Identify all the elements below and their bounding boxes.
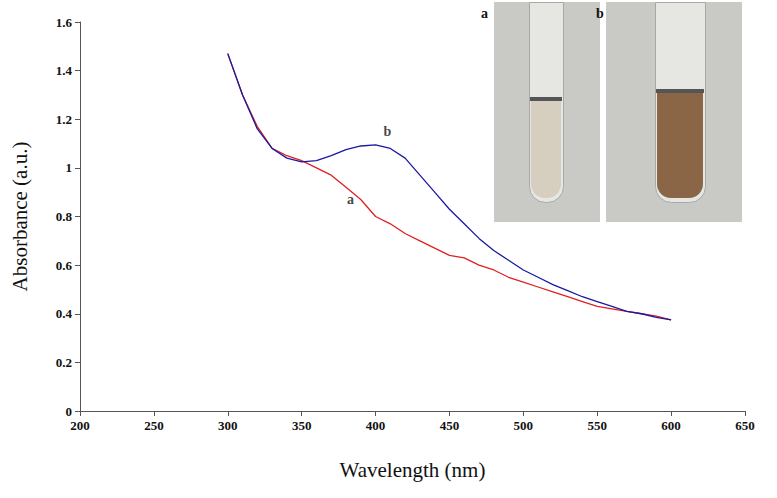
svg-text:b: b: [383, 124, 391, 139]
svg-text:a: a: [481, 6, 488, 21]
svg-text:650: 650: [735, 418, 755, 433]
svg-text:350: 350: [292, 418, 312, 433]
svg-text:1.4: 1.4: [56, 63, 73, 78]
svg-text:1.6: 1.6: [56, 15, 73, 30]
svg-text:300: 300: [218, 418, 238, 433]
svg-text:1.2: 1.2: [56, 112, 72, 127]
svg-text:0: 0: [66, 404, 73, 419]
svg-text:400: 400: [366, 418, 386, 433]
svg-text:0.8: 0.8: [56, 209, 73, 224]
svg-text:500: 500: [514, 418, 534, 433]
svg-text:250: 250: [144, 418, 164, 433]
svg-text:Absorbance (a.u.): Absorbance (a.u.): [8, 142, 32, 292]
svg-text:0.6: 0.6: [56, 258, 73, 273]
svg-text:0.2: 0.2: [56, 355, 72, 370]
svg-text:Wavelength (nm): Wavelength (nm): [340, 458, 486, 482]
svg-text:b: b: [596, 6, 604, 21]
svg-text:0.4: 0.4: [56, 306, 73, 321]
svg-text:200: 200: [70, 418, 90, 433]
svg-text:550: 550: [587, 418, 607, 433]
svg-text:450: 450: [440, 418, 460, 433]
svg-text:a: a: [347, 192, 354, 207]
svg-text:600: 600: [661, 418, 681, 433]
svg-text:1: 1: [66, 160, 73, 175]
